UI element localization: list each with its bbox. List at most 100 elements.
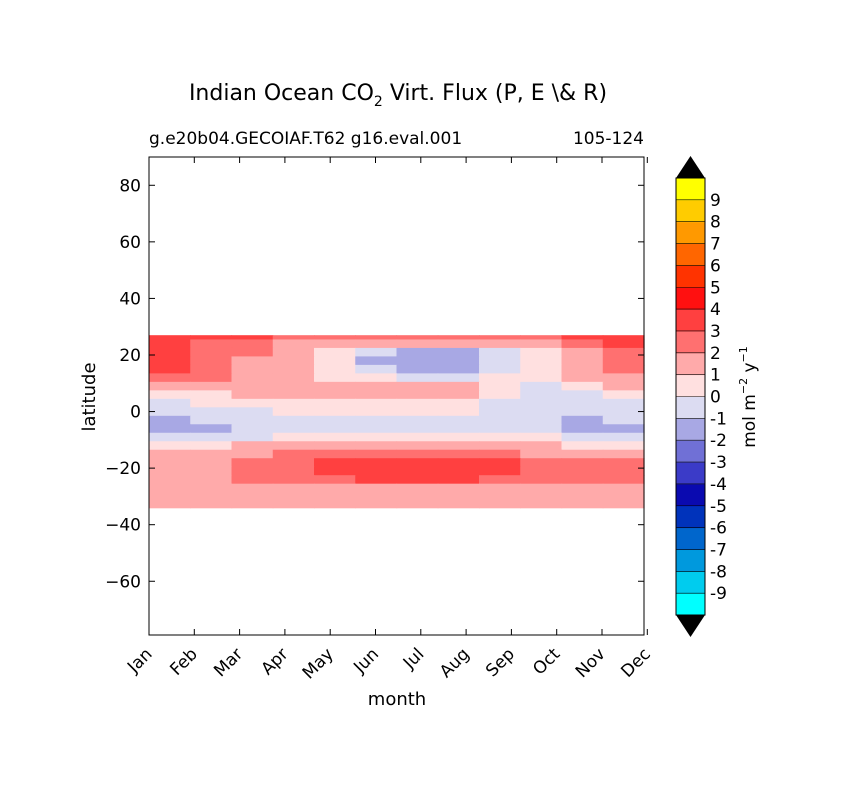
heatmap-cell: [520, 466, 563, 476]
heatmap-cell: [561, 356, 604, 366]
heatmap-cell: [314, 415, 356, 425]
colorbar-segment: [676, 221, 705, 245]
heatmap-cell: [520, 356, 563, 366]
heatmap-cell: [149, 335, 191, 341]
heatmap-cell: [190, 407, 233, 417]
heatmap-cell: [520, 390, 563, 400]
heatmap-cell: [520, 373, 563, 383]
colorbar-tick-label: -8: [710, 562, 727, 582]
heatmap-cell: [561, 373, 604, 383]
heatmap-cell: [231, 466, 274, 476]
heatmap-cell: [520, 492, 563, 502]
heatmap-cell: [355, 373, 398, 383]
subtitle-left: g.e20b04.GECOIAF.T62 g16.eval.001: [149, 129, 462, 149]
heatmap-cell: [272, 398, 315, 408]
heatmap-cell: [149, 441, 191, 451]
y-tick-label: −40: [105, 516, 141, 536]
heatmap-cell: [561, 335, 604, 341]
heatmap-cell: [561, 483, 604, 493]
heatmap-cell: [314, 483, 356, 493]
heatmap-cell: [149, 373, 191, 383]
heatmap-cell: [479, 356, 521, 366]
x-tick-label: Jun: [349, 644, 383, 678]
heatmap-cell: [272, 347, 315, 358]
heatmap-cell: [479, 373, 521, 383]
y-tick-label: 80: [119, 176, 141, 196]
colorbar-tick-label: 5: [710, 278, 721, 298]
heatmap-cell: [602, 381, 645, 391]
heatmap-cell: [437, 373, 480, 383]
colorbar-tick-label: 8: [710, 213, 721, 233]
heatmap-cell: [355, 424, 398, 434]
heatmap-cell: [437, 449, 480, 459]
heatmap-cell: [314, 466, 356, 476]
heatmap-cell: [479, 449, 521, 459]
heatmap-cell: [602, 415, 645, 425]
colorbar-segment: [676, 287, 705, 310]
colorbar-segment: [676, 593, 705, 616]
heatmap-cell: [520, 483, 563, 493]
heatmap-cell: [149, 356, 191, 366]
heatmap-cell: [396, 347, 439, 358]
heatmap-cell: [561, 407, 604, 417]
heatmap-cell: [479, 483, 521, 493]
heatmap-cell: [396, 475, 439, 485]
y-tick-label: 60: [119, 233, 141, 253]
heatmap-cell: [231, 356, 274, 366]
heatmap-cell: [437, 335, 480, 341]
heatmap-cell: [561, 424, 604, 434]
heatmap-cell: [149, 449, 191, 459]
heatmap-cell: [479, 335, 521, 341]
heatmap-cell: [190, 356, 233, 366]
heatmap-cell: [355, 335, 398, 341]
heatmap-cell: [520, 335, 563, 341]
heatmap-cell: [149, 398, 191, 408]
heatmap-cell: [602, 483, 645, 493]
colorbar-tick-label: 3: [710, 322, 721, 342]
plot-frame: [148, 156, 645, 636]
colorbar-segment: [676, 265, 705, 288]
heatmap-cell: [561, 475, 604, 485]
heatmap-cell: [190, 339, 233, 349]
heatmap-cell: [355, 390, 398, 400]
heatmap-cell: [355, 407, 398, 417]
x-tick-label: Feb: [166, 644, 201, 679]
heatmap-cell: [479, 364, 521, 374]
heatmap-cell: [272, 415, 315, 425]
heatmap-cell: [561, 347, 604, 358]
heatmap-cell: [355, 458, 398, 468]
colorbar-tick-label: 1: [710, 366, 721, 386]
heatmap-cell: [396, 339, 439, 349]
heatmap-cell: [602, 347, 645, 358]
colorbar-segment: [676, 571, 705, 594]
heatmap-cell: [602, 475, 645, 485]
colorbar-segment: [676, 440, 705, 463]
heatmap-cell: [314, 347, 356, 358]
heatmap-cell: [602, 466, 645, 476]
heatmap-cell: [314, 364, 356, 374]
heatmap-cell: [479, 339, 521, 349]
heatmap-cell: [396, 415, 439, 425]
heatmap-cell: [602, 364, 645, 374]
heatmap-cell: [437, 407, 480, 417]
heatmap-cell: [437, 458, 480, 468]
y-axis: 80 60 40 20 0 −20 −40 −60: [105, 176, 644, 592]
heatmap-cell: [231, 483, 274, 493]
colorbar-tick-label: 9: [710, 191, 721, 211]
heatmap-cell: [520, 449, 563, 459]
heatmap-cell: [437, 347, 480, 358]
heatmap-cell: [561, 381, 604, 391]
colorbar-segment: [676, 374, 705, 397]
heatmap-cell: [149, 347, 191, 358]
heatmap-cell: [437, 424, 480, 434]
heatmap-cell: [272, 335, 315, 341]
heatmap-cell: [272, 364, 315, 374]
colorbar-tick-label: -1: [710, 409, 727, 429]
heatmap-cell: [520, 364, 563, 374]
chart-title: Indian Ocean CO2 Virt. Flux (P, E \& R): [189, 81, 607, 110]
heatmap-cell: [272, 339, 315, 349]
heatmap-cell: [190, 449, 233, 459]
heatmap-cell: [602, 390, 645, 400]
heatmap-cell: [231, 415, 274, 425]
